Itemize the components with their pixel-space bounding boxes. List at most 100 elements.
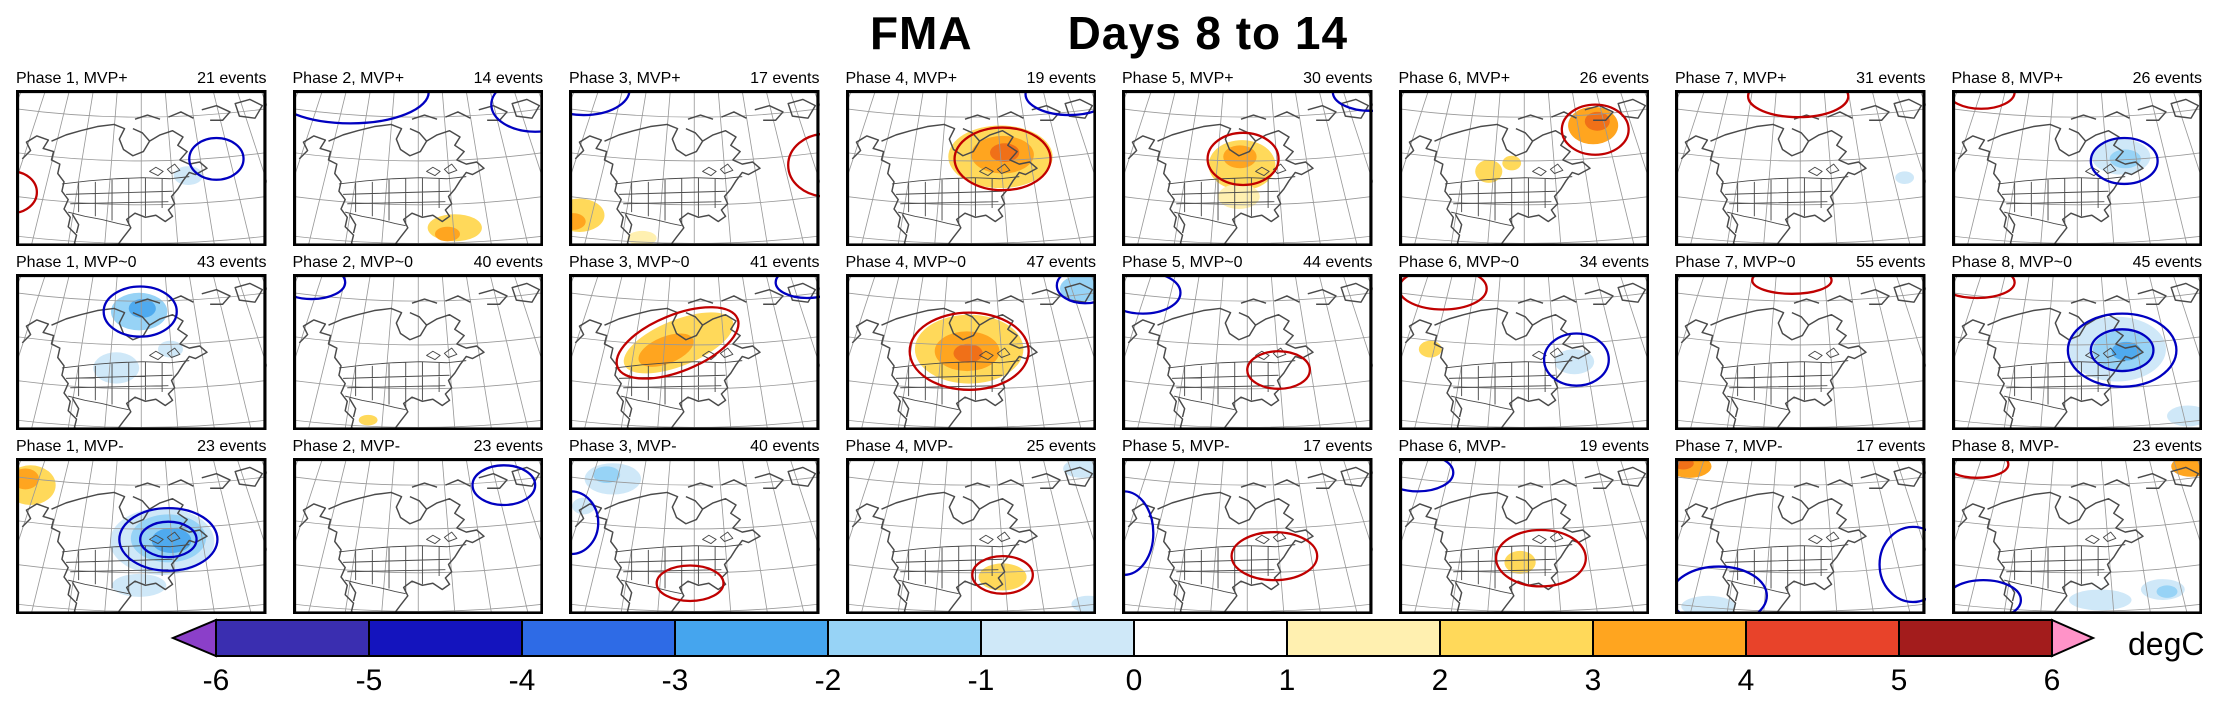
map-frame [1398,273,1649,431]
significance-contour [787,132,820,197]
colorbar-segment [1439,619,1594,658]
significance-contour [1675,565,1768,615]
state-borders [1444,347,1572,410]
anomaly-shading [1218,183,1260,209]
colorbar-tick-label: 3 [1585,664,1602,696]
state-borders [338,531,466,595]
panel-header: Phase 8, MVP~0 45 events [1952,254,2203,272]
coastline [851,466,1093,615]
anomaly-shading [16,468,39,490]
coastline [851,282,1093,431]
panel-events-count: 40 events [750,438,820,456]
panel: Phase 5, MVP~0 44 events [1122,254,1373,431]
map-panel [1951,89,2202,247]
coastline [574,466,817,615]
state-borders [338,163,466,226]
map-frame [1675,273,1926,431]
map-frame [1122,89,1373,247]
map-panel [845,273,1096,431]
map-panel [16,273,267,431]
panel-events-count: 17 events [1303,438,1373,456]
panel-label: Phase 2, MVP- [292,438,401,456]
colorbar-segment [368,619,523,658]
panel-events-count: 40 events [473,254,543,272]
panel-header: Phase 1, MVP~0 43 events [16,254,267,272]
title-range: Days 8 to 14 [1067,7,1349,59]
map-frame [292,89,543,247]
significance-contour [1951,273,2016,299]
colorbar-tick-label: 4 [1738,664,1755,696]
anomaly-shading [2156,585,2177,598]
panel-events-count: 23 events [197,438,267,456]
colorbar-unit-label: degC [2128,626,2205,663]
panel-label: Phase 4, MVP~0 [845,254,967,272]
significance-contour [1246,349,1312,390]
panel-events-count: 47 events [1026,254,1096,272]
significance-contour [1542,332,1610,387]
significance-contour [188,136,245,181]
state-borders [891,163,1019,226]
significance-contour [102,285,178,338]
anomaly-shading [572,497,596,515]
map-panel [1122,457,1373,615]
map-frame [292,457,543,615]
panel: Phase 7, MVP~0 55 events [1675,254,1926,431]
map-frame [16,457,267,615]
significance-contour [139,520,198,559]
colorbar-segment [1286,619,1441,658]
coastline [1957,282,2199,431]
map-frame [16,89,267,247]
panel: Phase 3, MVP- 40 events [569,438,820,615]
map-frame [1675,89,1926,247]
panel: Phase 1, MVP+ 21 events [16,70,267,247]
panel-label: Phase 1, MVP+ [16,70,128,87]
significance-contour [470,464,536,507]
colorbar-tick-label: -4 [509,664,536,696]
map-frame [1122,273,1373,431]
panel: Phase 1, MVP- 23 events [16,438,267,615]
panel-label: Phase 6, MVP+ [1398,70,1511,87]
colorbar-segment [980,619,1135,658]
panel-events-count: 17 events [1856,438,1926,456]
title-season: FMA [869,7,973,59]
significance-contour [1206,131,1280,186]
coastline [1680,282,1923,431]
anomaly-shading [1501,155,1521,170]
state-borders [614,347,743,410]
panel-label: Phase 1, MVP- [16,438,124,456]
panel-events-count: 26 events [2132,70,2202,87]
map-panel [569,457,820,615]
map-panel [1398,273,1649,431]
colorbar-tick-label: -3 [662,664,689,696]
anomaly-shading [1584,111,1610,131]
significance-contour [489,89,543,133]
significance-contour [1055,273,1096,305]
panel-header: Phase 7, MVP- 17 events [1675,438,1926,456]
map-frame [845,457,1096,615]
significance-contour [2089,327,2155,372]
significance-contour [1398,457,1454,493]
anomaly-shading [953,343,983,363]
significance-contour [1398,273,1488,311]
anomaly-shading [434,226,460,241]
map-frame [845,273,1096,431]
state-borders [61,163,190,226]
panel-events-count: 44 events [1303,254,1373,272]
map-panel [1122,273,1373,431]
significance-contour [2089,136,2159,185]
anomaly-shading [1418,340,1442,358]
significance-contour [1878,525,1926,604]
panel-label: Phase 3, MVP+ [569,70,681,87]
coastline [1404,282,1646,431]
map-panel [569,273,820,431]
panel: Phase 2, MVP~0 40 events [292,254,544,431]
colorbar-tick-label: -2 [815,664,842,696]
map-frame [569,457,820,615]
panel-header: Phase 3, MVP+ 17 events [569,70,820,88]
significance-contour [908,311,1030,391]
map-frame [1398,89,1649,247]
map-panel [569,89,820,247]
panel: Phase 6, MVP+ 26 events [1398,70,1649,247]
colorbar-row: -6 -5 -4 -3 -2 -1 0 1 2 3 4 5 6 degC [0,614,2218,701]
panel-header: Phase 2, MVP~0 40 events [293,254,544,272]
